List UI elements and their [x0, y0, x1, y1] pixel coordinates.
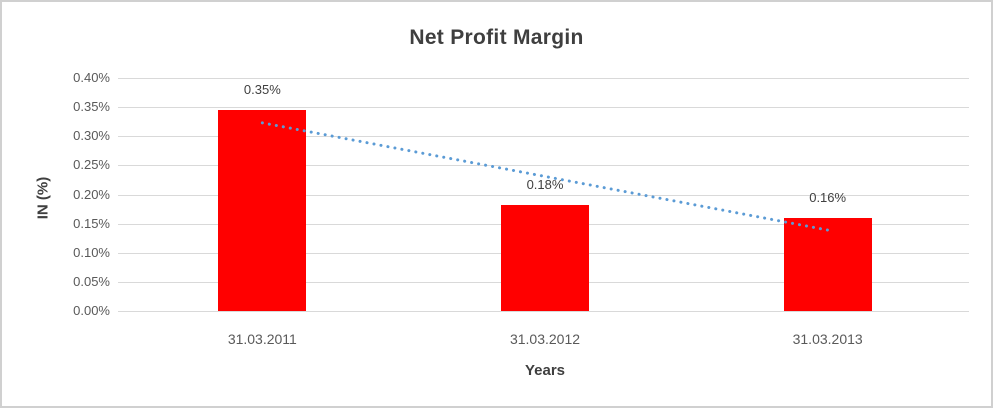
bar-31.03.2013	[783, 217, 872, 311]
bar-31.03.2012	[501, 204, 589, 311]
y-tick-label: 0.30%	[73, 128, 110, 144]
x-tick-label: 31.03.2012	[509, 331, 581, 347]
y-tick-label: 0.05%	[73, 273, 110, 289]
y-axis-title: IN (%)	[34, 176, 52, 220]
bar-31.03.2011	[218, 110, 307, 311]
y-tick-label: 0.40%	[73, 70, 110, 85]
x-axis-title: Years	[524, 362, 566, 379]
x-tick-label: 31.03.2011	[227, 331, 297, 347]
y-tick-label: 0.10%	[73, 244, 110, 260]
data-label-31.03.2011: 0.35%	[243, 82, 281, 98]
gridline	[118, 107, 969, 109]
gridline	[118, 311, 969, 312]
x-tick-label: 31.03.2013	[792, 331, 863, 347]
y-tick-label: 0.35%	[73, 99, 110, 115]
gridline	[118, 78, 969, 79]
data-label-31.03.2013: 0.16%	[809, 189, 847, 205]
y-tick-label: 0.00%	[73, 303, 110, 318]
plot-area: 0.00% 0.05% 0.10% 0.15% 0.20% 0.25% 0.30% 0.35%…	[73, 70, 969, 347]
y-tick-label: 0.25%	[73, 157, 110, 173]
data-label-31.03.2012: 0.18%	[526, 176, 564, 192]
chart-title: Net Profit Margin	[409, 26, 584, 49]
y-tick-label: 0.15%	[73, 215, 110, 231]
y-tick-label: 0.20%	[73, 186, 110, 202]
